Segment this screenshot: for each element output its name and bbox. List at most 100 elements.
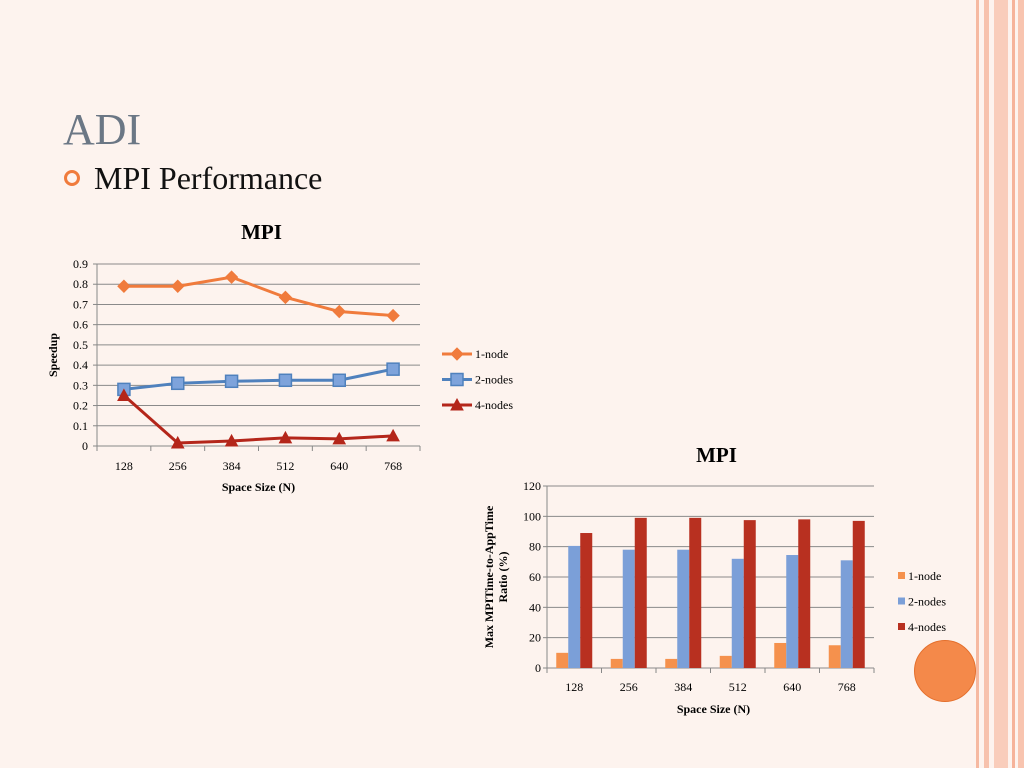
bar-2-nodes bbox=[568, 545, 581, 668]
bullet-circle-icon bbox=[64, 170, 80, 186]
y-axis-label-line: Max MPITime-to-AppTime bbox=[482, 505, 496, 648]
legend-label-1-node: 1-node bbox=[908, 569, 941, 583]
series-2-nodes bbox=[568, 545, 853, 668]
y-tick-label: 120 bbox=[523, 479, 541, 493]
series-line-4-nodes bbox=[122, 394, 394, 445]
data-point-2-nodes bbox=[386, 362, 400, 376]
decorative-stripes bbox=[976, 0, 1024, 768]
data-point-1-node bbox=[117, 279, 131, 293]
y-tick-label: 80 bbox=[529, 540, 541, 554]
legend-swatch-4-nodes bbox=[898, 623, 905, 630]
y-tick-label: 0.5 bbox=[73, 338, 88, 352]
x-tick-label: 512 bbox=[276, 459, 294, 473]
bar-1-node bbox=[719, 655, 732, 668]
bar-1-node bbox=[556, 652, 569, 668]
data-point-2-nodes bbox=[278, 373, 293, 388]
x-tick-label: 384 bbox=[223, 459, 241, 473]
data-point-2-nodes bbox=[332, 373, 346, 388]
bar-4-nodes bbox=[743, 520, 756, 668]
bullet-item: MPI Performance bbox=[64, 158, 322, 198]
series-line-2-nodes bbox=[123, 367, 394, 391]
bar-2-nodes bbox=[840, 560, 853, 668]
legend-label-1-node: 1-node bbox=[475, 347, 508, 361]
y-axis-label-line: Ratio (%) bbox=[496, 552, 510, 603]
data-point-4-nodes bbox=[278, 430, 293, 444]
series-line-1-node bbox=[123, 275, 394, 318]
x-tick-label: 768 bbox=[838, 680, 856, 694]
legend-label-4-nodes: 4-nodes bbox=[908, 620, 946, 634]
data-point-2-nodes bbox=[224, 374, 239, 389]
y-tick-label: 0 bbox=[82, 439, 88, 453]
x-tick-label: 128 bbox=[115, 459, 133, 473]
bar-2-nodes bbox=[731, 558, 744, 668]
y-axis-label: Speedup bbox=[46, 333, 60, 377]
data-point-1-node bbox=[224, 270, 239, 284]
bar-2-nodes bbox=[677, 549, 690, 668]
x-tick-label: 640 bbox=[330, 459, 348, 473]
y-tick-label: 20 bbox=[529, 631, 541, 645]
legend-label-2-nodes: 2-nodes bbox=[475, 373, 513, 387]
data-point-1-node bbox=[386, 308, 400, 323]
x-axis-label: Space Size (N) bbox=[677, 702, 750, 716]
legend-swatch-1-node bbox=[898, 572, 905, 579]
slide-title: ADI bbox=[63, 105, 142, 154]
bar-1-node bbox=[774, 642, 787, 668]
y-tick-label: 0.3 bbox=[73, 378, 88, 392]
series-1-node bbox=[556, 642, 841, 668]
data-point-1-node bbox=[171, 279, 185, 293]
chart-title: MPI bbox=[241, 220, 282, 244]
bar-2-nodes bbox=[622, 549, 635, 668]
data-point-4-nodes bbox=[170, 435, 185, 449]
series-4-nodes bbox=[580, 517, 865, 668]
legend-marker-2-nodes bbox=[450, 372, 464, 387]
decorative-circle bbox=[914, 640, 976, 702]
y-tick-label: 0.2 bbox=[73, 399, 88, 413]
y-tick-label: 0.4 bbox=[73, 358, 88, 372]
x-axis-label: Space Size (N) bbox=[222, 480, 295, 494]
data-point-1-node bbox=[278, 290, 293, 305]
y-tick-label: 0.9 bbox=[73, 257, 88, 271]
bar-4-nodes bbox=[852, 520, 865, 668]
bar-1-node bbox=[828, 645, 841, 668]
y-tick-label: 40 bbox=[529, 600, 541, 614]
bar-4-nodes bbox=[798, 519, 811, 668]
bar-4-nodes bbox=[689, 517, 702, 668]
legend-label-4-nodes: 4-nodes bbox=[475, 398, 513, 412]
series-2-nodes bbox=[117, 362, 400, 397]
data-point-4-nodes bbox=[224, 433, 239, 447]
bar-1-node bbox=[610, 658, 623, 668]
y-tick-label: 0.1 bbox=[73, 419, 88, 433]
legend-label-2-nodes: 2-nodes bbox=[908, 595, 946, 609]
legend-marker-4-nodes bbox=[450, 397, 464, 411]
x-tick-label: 768 bbox=[384, 459, 402, 473]
bar-4-nodes bbox=[580, 533, 593, 668]
y-tick-label: 60 bbox=[529, 570, 541, 584]
data-point-4-nodes bbox=[117, 388, 131, 401]
data-point-1-node bbox=[332, 304, 346, 319]
x-tick-label: 384 bbox=[674, 680, 692, 694]
chart-title: MPI bbox=[696, 443, 737, 467]
mpi-time-ratio-bar-chart: MPI 0 20 40 60 80 100 120 128 256 384 512 640 768 Spac… bbox=[482, 443, 946, 716]
series-1-node bbox=[117, 270, 400, 323]
series-4-nodes bbox=[117, 388, 400, 449]
bar-4-nodes bbox=[634, 517, 647, 668]
y-tick-label: 0 bbox=[535, 661, 541, 675]
y-tick-label: 0.8 bbox=[73, 277, 88, 291]
y-tick-label: 100 bbox=[523, 509, 541, 523]
x-tick-label: 256 bbox=[620, 680, 638, 694]
x-tick-label: 640 bbox=[783, 680, 801, 694]
data-point-4-nodes bbox=[332, 431, 347, 445]
data-point-2-nodes bbox=[171, 376, 185, 391]
x-tick-label: 512 bbox=[729, 680, 747, 694]
x-tick-label: 128 bbox=[565, 680, 583, 694]
y-tick-label: 0.7 bbox=[73, 297, 88, 311]
bar-1-node bbox=[665, 658, 678, 668]
bullet-text: MPI Performance bbox=[94, 160, 323, 196]
legend-swatch-2-nodes bbox=[898, 597, 905, 605]
x-tick-label: 256 bbox=[169, 459, 187, 473]
legend-marker-1-node bbox=[450, 347, 464, 361]
y-axis-label: Max MPITime-to-AppTimeRatio (%) bbox=[482, 505, 510, 648]
bar-2-nodes bbox=[786, 555, 799, 668]
speedup-line-chart: MPI 0 0.1 0.2 0.3 0.4 0.5 0.6 0.7 0.8 0.9 128 256 384… bbox=[46, 220, 513, 494]
y-tick-label: 0.6 bbox=[73, 318, 88, 332]
